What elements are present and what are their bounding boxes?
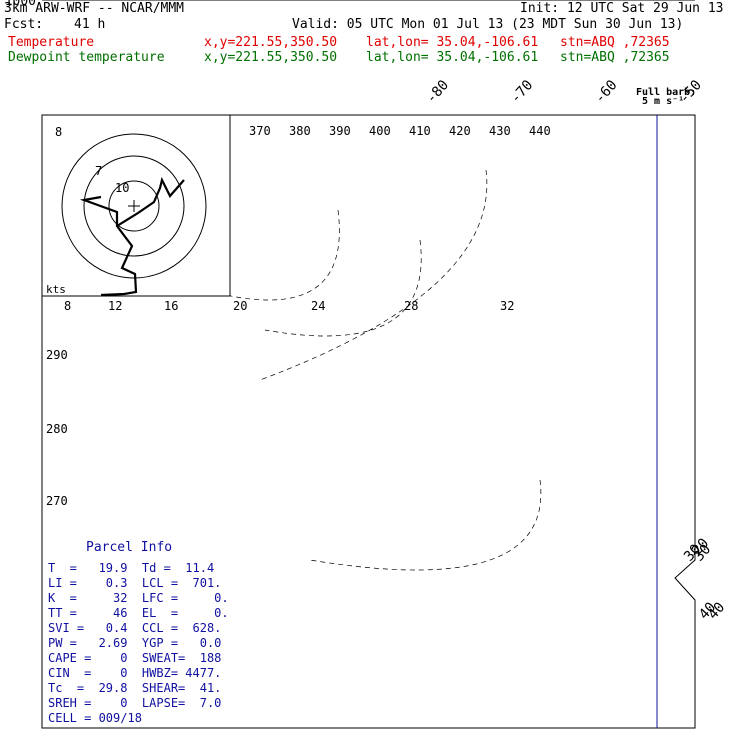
temperature-legend: Temperature [8, 35, 95, 50]
dewpoint-xy: x,y=221.55,350.50 [204, 50, 338, 65]
isotherm-label--80: -80 [423, 77, 452, 107]
forecast-label: Fcst: [4, 17, 44, 32]
hodograph-circle-label-7: 7 [95, 164, 102, 178]
temperature-xy: x,y=221.55,350.50 [204, 35, 338, 50]
speed-ring-arc-3 [309, 479, 542, 571]
speed-ring-label-24: 24 [311, 299, 325, 313]
speed-ring-label-32: 32 [500, 299, 514, 313]
theta-e-label-400: 400 [369, 124, 391, 138]
parcel-info-panel: Parcel Info T = 19.9 Td = 11.4 LI = 0.3 … [42, 536, 230, 728]
theta-label-280: 280 [46, 422, 68, 436]
parcel-row-k-index: K = 32 LFC = 0. [48, 591, 229, 605]
diagram-grid [204, 169, 542, 571]
parcel-row-svi: SVI = 0.4 CCL = 628. [48, 621, 222, 635]
model-title: 3km ARW-WRF -- NCAR/MMM [4, 1, 185, 16]
parcel-info-title: Parcel Info [86, 540, 173, 555]
theta-e-label-430: 430 [489, 124, 511, 138]
speed-ring-label-28: 28 [404, 299, 418, 313]
hodograph-ring-20 [108, 180, 160, 232]
parcel-row-cape: CAPE = 0 SWEAT= 188 [48, 651, 222, 665]
plot-frame [41, 114, 696, 729]
hodograph-trace-low [79, 195, 138, 297]
hodograph-speed-unit: kts [46, 283, 66, 296]
wind-barb-legend-title: Full barb: [636, 87, 696, 98]
parcel-row-total-totals: TT = 46 EL = 0. [48, 606, 229, 620]
parcel-row-precipitable-water: PW = 2.69 YGP = 0.0 [48, 636, 222, 650]
hodograph-ring-40 [83, 155, 185, 257]
hodograph-circle-label-8: 8 [55, 125, 62, 139]
speed-ring-label-12: 12 [108, 299, 122, 313]
dewpoint-legend: Dewpoint temperature [8, 50, 165, 65]
hodograph-circle-label-10: 10 [115, 181, 129, 195]
speed-ring-label-16: 16 [164, 299, 178, 313]
valid-time: Valid: 05 UTC Mon 01 Jul 13 (23 MDT Sun … [292, 17, 684, 32]
wind-barb-legend-unit: 5 m s⁻¹ [642, 96, 684, 107]
hodograph [41, 114, 231, 297]
theta-label-270: 270 [46, 494, 68, 508]
hodograph-ring-outer [61, 133, 207, 279]
temperature-latlon: lat,lon= 35.04,-106.61 [366, 35, 539, 50]
speed-ring-arc-1 [264, 239, 422, 337]
theta-e-label-370: 370 [249, 124, 271, 138]
theta-e-label-440: 440 [529, 124, 551, 138]
parcel-row-temperature: T = 19.9 Td = 11.4 [48, 561, 215, 575]
dewpoint-latlon: lat,lon= 35.04,-106.61 [366, 50, 539, 65]
init-time: Init: 12 UTC Sat 29 Jun 13 [520, 1, 724, 16]
parcel-row-sreh: SREH = 0 LAPSE= 7.0 [48, 696, 222, 710]
hodograph-trace-high [116, 176, 185, 227]
theta-e-label-420: 420 [449, 124, 471, 138]
speed-ring-label-20: 20 [233, 299, 247, 313]
parcel-row-lifted-index: LI = 0.3 LCL = 701. [48, 576, 222, 590]
temperature-station: stn=ABQ ,72365 [560, 35, 670, 50]
dewpoint-station: stn=ABQ ,72365 [560, 50, 670, 65]
pressure-label-1000: 1000 [5, 0, 36, 9]
theta-e-label-410: 410 [409, 124, 431, 138]
wind-profile [656, 115, 658, 728]
theta-e-label-380: 380 [289, 124, 311, 138]
speed-ring-arc-0 [204, 209, 340, 301]
parcel-row-convective-temp: Tc = 29.8 SHEAR= 41. [48, 681, 222, 695]
speed-ring-label-8: 8 [64, 299, 71, 313]
speed-ring-arc-2 [259, 169, 488, 381]
theta-label-290: 290 [46, 348, 68, 362]
parcel-row-cell-motion: CELL = 009/18 [48, 711, 142, 725]
parcel-row-cin: CIN = 0 HWBZ= 4477. [48, 666, 222, 680]
forecast-hour: 41 h [74, 17, 106, 32]
theta-e-label-390: 390 [329, 124, 351, 138]
isotherm-label--70: -70 [508, 77, 537, 107]
isotherm-label--60: -60 [592, 77, 621, 107]
